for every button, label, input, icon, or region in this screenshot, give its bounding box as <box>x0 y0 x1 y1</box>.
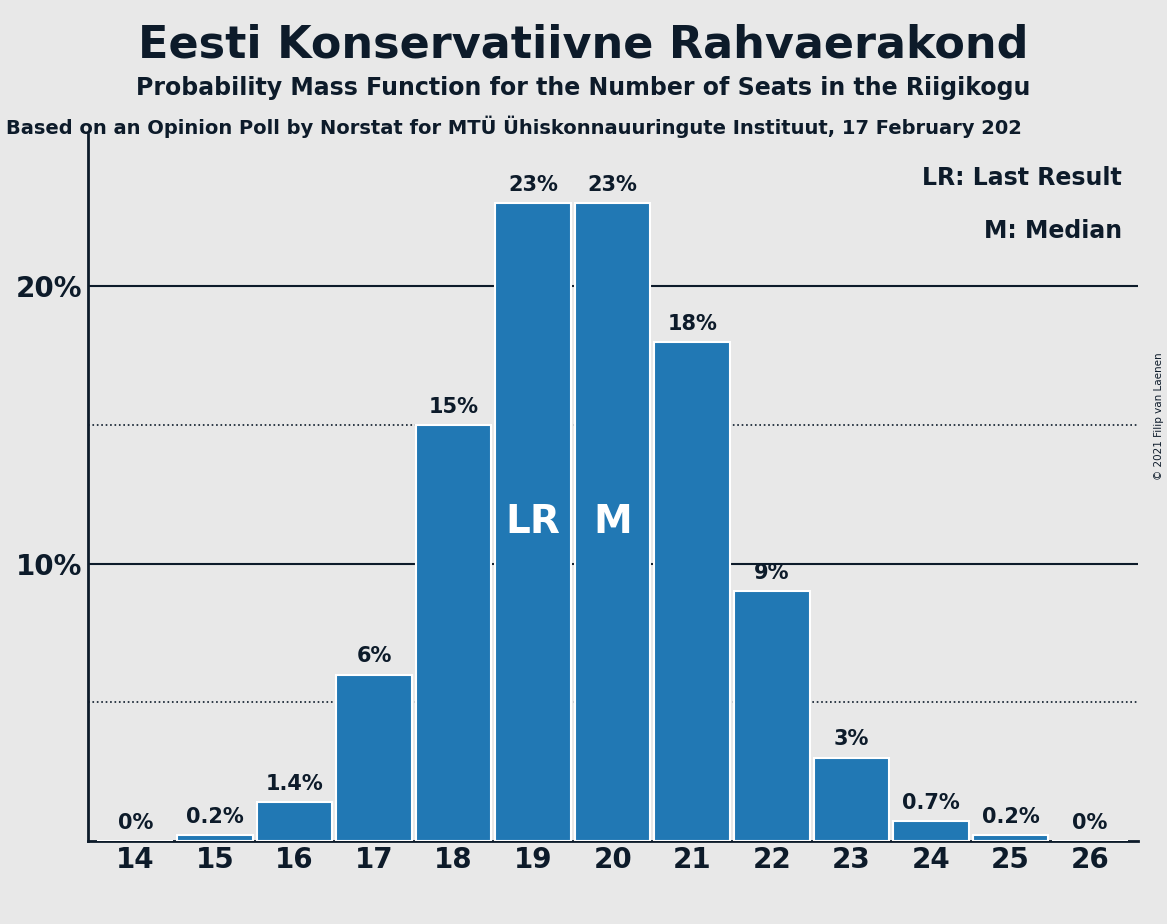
Bar <box>495 203 571 841</box>
Text: 23%: 23% <box>508 175 558 195</box>
Text: M: M <box>593 503 633 541</box>
Text: Probability Mass Function for the Number of Seats in the Riigikogu: Probability Mass Function for the Number… <box>137 76 1030 100</box>
Text: Eesti Konservatiivne Rahvaerakond: Eesti Konservatiivne Rahvaerakond <box>138 23 1029 67</box>
Bar <box>973 835 1048 841</box>
Bar <box>415 425 491 841</box>
Text: 15%: 15% <box>428 396 478 417</box>
Bar <box>813 758 889 841</box>
Text: 9%: 9% <box>754 563 790 583</box>
Text: LR: LR <box>505 503 560 541</box>
Text: 23%: 23% <box>588 175 637 195</box>
Text: Based on an Opinion Poll by Norstat for MTÜ Ühiskonnauuringute Instituut, 17 Feb: Based on an Opinion Poll by Norstat for … <box>6 116 1022 138</box>
Text: 0%: 0% <box>1072 812 1107 833</box>
Bar <box>575 203 650 841</box>
Bar <box>655 342 731 841</box>
Text: © 2021 Filip van Laenen: © 2021 Filip van Laenen <box>1154 352 1163 480</box>
Bar <box>177 835 252 841</box>
Text: 6%: 6% <box>356 646 392 666</box>
Bar <box>336 675 412 841</box>
Text: 18%: 18% <box>668 313 718 334</box>
Text: LR: Last Result: LR: Last Result <box>922 165 1123 189</box>
Text: 1.4%: 1.4% <box>266 773 323 794</box>
Text: 0%: 0% <box>118 812 153 833</box>
Bar <box>257 802 333 841</box>
Bar <box>893 821 969 841</box>
Text: 0.7%: 0.7% <box>902 793 959 813</box>
Text: 0.2%: 0.2% <box>981 807 1040 827</box>
Text: 0.2%: 0.2% <box>186 807 244 827</box>
Bar <box>734 591 810 841</box>
Text: M: Median: M: Median <box>984 219 1123 243</box>
Text: 3%: 3% <box>833 729 869 749</box>
